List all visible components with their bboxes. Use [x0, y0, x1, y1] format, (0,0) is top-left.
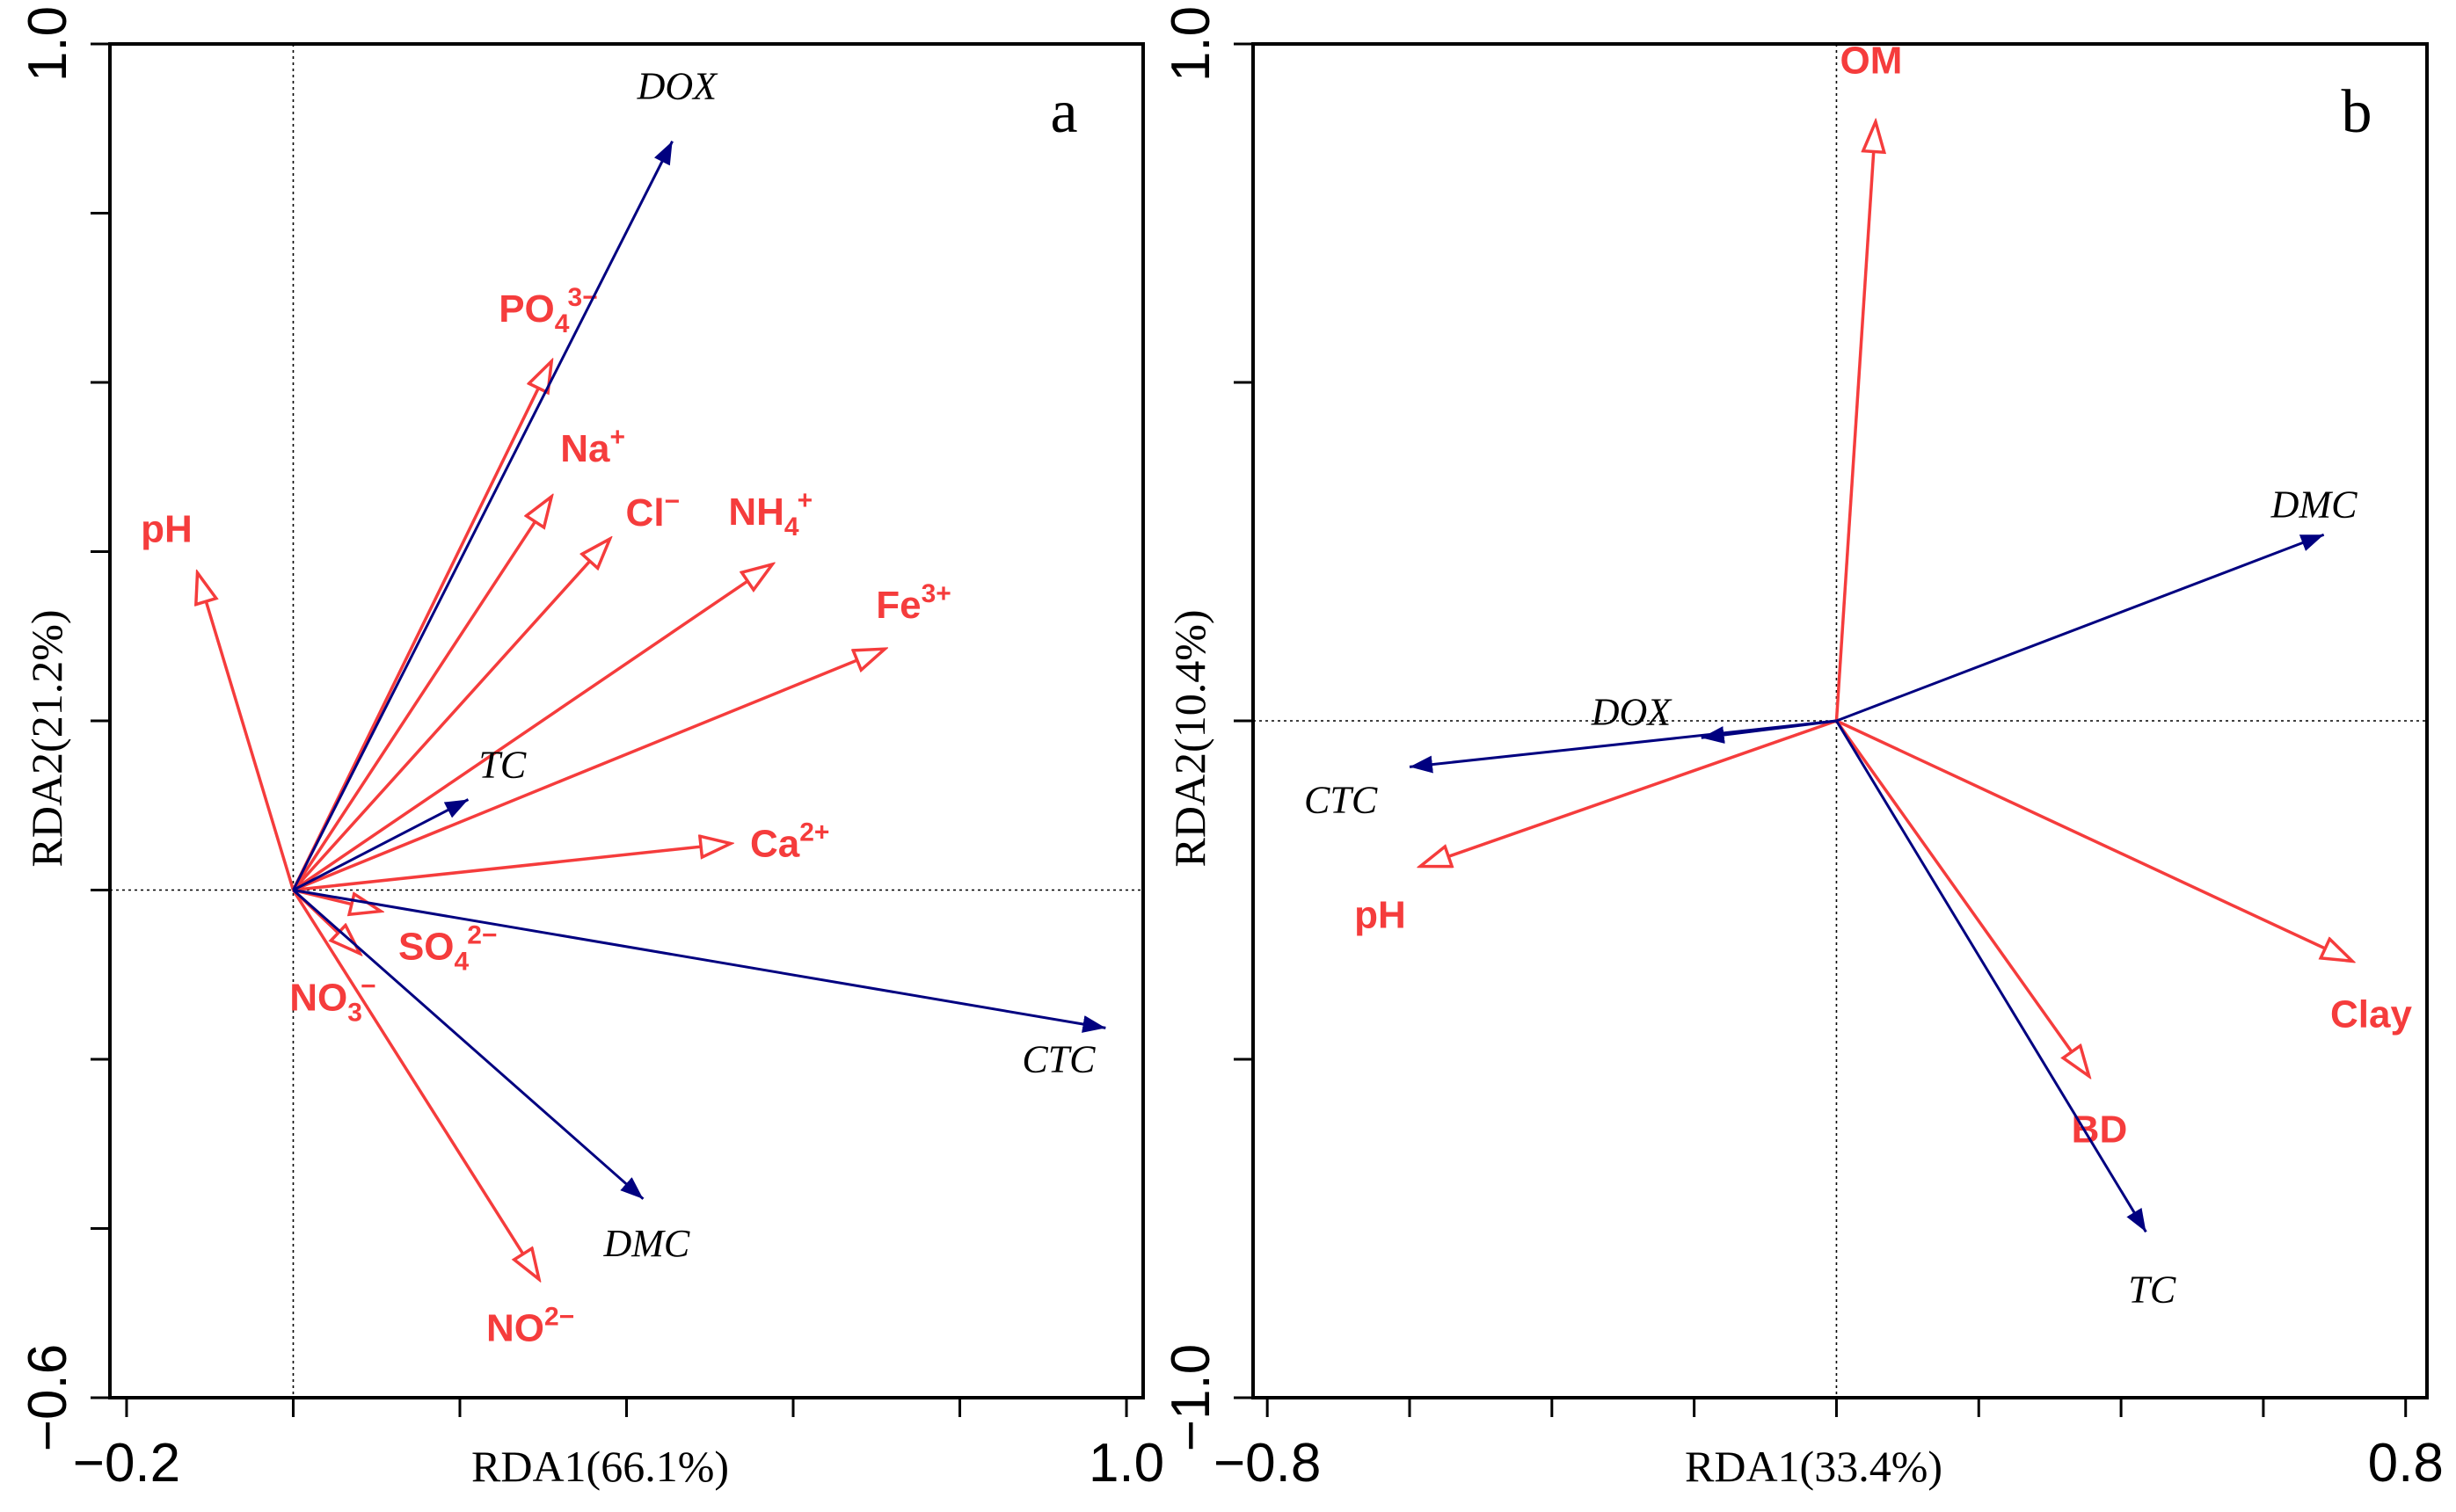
vector-arrow — [1835, 719, 2088, 1076]
vector-label: BD — [2072, 1108, 2128, 1151]
x-tick-label: 1.0 — [1089, 1433, 1164, 1494]
vector-label: pH — [141, 508, 193, 551]
x-tick-label: −0.8 — [1213, 1433, 1321, 1494]
vector-label: TC — [478, 744, 526, 787]
y-axis-label: RDA2(21.2%) — [22, 609, 71, 867]
vector-label: SO42− — [398, 921, 497, 977]
panel-b: −0.8 0.8 −1.0 1.0 RDA1(33.4%) RDA2(10.4%) b OM p… — [1161, 6, 2444, 1494]
vector-fe: Fe3+ — [292, 579, 951, 892]
vector-arrow — [292, 539, 609, 891]
vector-arrow — [292, 649, 885, 892]
vector-bd: BD — [1835, 719, 2128, 1151]
vector-arrow — [292, 497, 551, 891]
x-tick-label: 0.8 — [2368, 1433, 2444, 1494]
y-tick-label: 1.0 — [1161, 6, 1221, 82]
vector-label: Ca2+ — [750, 818, 829, 866]
vector-no3: NO3− — [289, 889, 375, 1028]
vector-arrow — [1835, 719, 2352, 961]
vector-arrow — [293, 889, 1106, 1033]
vector-so4: SO42− — [293, 888, 497, 977]
vector-tc: TC — [292, 744, 527, 891]
vector-tc: TC — [1835, 720, 2176, 1311]
vector-arrow — [292, 889, 645, 1200]
vector-po4: PO43− — [291, 283, 598, 891]
vector-label: NO3− — [289, 972, 375, 1028]
vector-ph: pH — [141, 508, 295, 891]
vector-arrow — [1834, 122, 1876, 722]
vector-dmc: DMC — [1835, 483, 2358, 723]
vector-label: DMC — [2270, 483, 2358, 526]
vector-label: DOX — [1591, 690, 1673, 733]
y-tick-label: 1.0 — [18, 6, 78, 82]
vector-dox: DOX — [292, 65, 719, 891]
vector-label: Clay — [2330, 992, 2412, 1036]
vector-label: pH — [1354, 894, 1406, 937]
vector-label: CTC — [1304, 778, 1378, 821]
vector-label: PO43− — [499, 283, 597, 338]
vector-label: Na+ — [560, 423, 625, 470]
x-axis-label: RDA1(33.4%) — [1685, 1442, 1942, 1491]
vector-no: NO2− — [291, 889, 574, 1349]
panel-a: −0.2 1.0 −0.6 1.0 RDA1(66.1%) RDA2(21.2%) a pH P… — [18, 6, 1164, 1494]
vector-ctc: CTC — [1304, 719, 1837, 821]
vector-arrow — [291, 889, 539, 1280]
vector-label: NH4+ — [728, 486, 813, 542]
x-tick-label: −0.2 — [73, 1433, 180, 1494]
vector-label: Fe3+ — [876, 579, 951, 627]
vector-label: NO2− — [486, 1302, 574, 1349]
vector-label: Cl− — [626, 487, 681, 534]
vector-arrow — [1420, 719, 1838, 867]
vector-label: DMC — [602, 1222, 689, 1265]
vector-label: OM — [1840, 40, 1903, 83]
vector-arrow — [293, 844, 730, 892]
vector-arrow — [1835, 533, 2325, 723]
vector-arrow — [292, 141, 674, 891]
vector-arrow — [292, 798, 470, 891]
vector-label: CTC — [1022, 1037, 1096, 1080]
vector-arrow — [197, 573, 295, 891]
vector-ph: pH — [1354, 719, 1838, 937]
vector-dox: DOX — [1591, 690, 1837, 744]
vector-arrow — [1409, 719, 1837, 774]
vector-arrow — [291, 361, 551, 891]
x-axis-label: RDA1(66.1%) — [471, 1442, 729, 1491]
vector-arrow — [292, 564, 772, 891]
vector-dmc: DMC — [292, 889, 690, 1265]
vector-na: Na+ — [292, 423, 625, 891]
vector-om: OM — [1834, 40, 1903, 722]
vector-clay: Clay — [1835, 719, 2413, 1036]
panel-label: b — [2342, 78, 2372, 146]
vector-ca: Ca2+ — [293, 818, 829, 892]
vector-label: TC — [2128, 1268, 2175, 1311]
y-tick-label: −0.6 — [18, 1344, 78, 1451]
plot-frame — [108, 42, 1145, 1399]
vector-nh4: NH4+ — [292, 486, 813, 891]
vector-label: DOX — [637, 65, 719, 108]
vector-ctc: CTC — [293, 889, 1106, 1080]
vector-arrow — [1835, 720, 2147, 1233]
panel-label: a — [1050, 78, 1077, 146]
y-axis-label: RDA2(10.4%) — [1165, 609, 1214, 867]
vector-cl: Cl− — [292, 487, 681, 891]
y-tick-label: −1.0 — [1161, 1344, 1221, 1451]
